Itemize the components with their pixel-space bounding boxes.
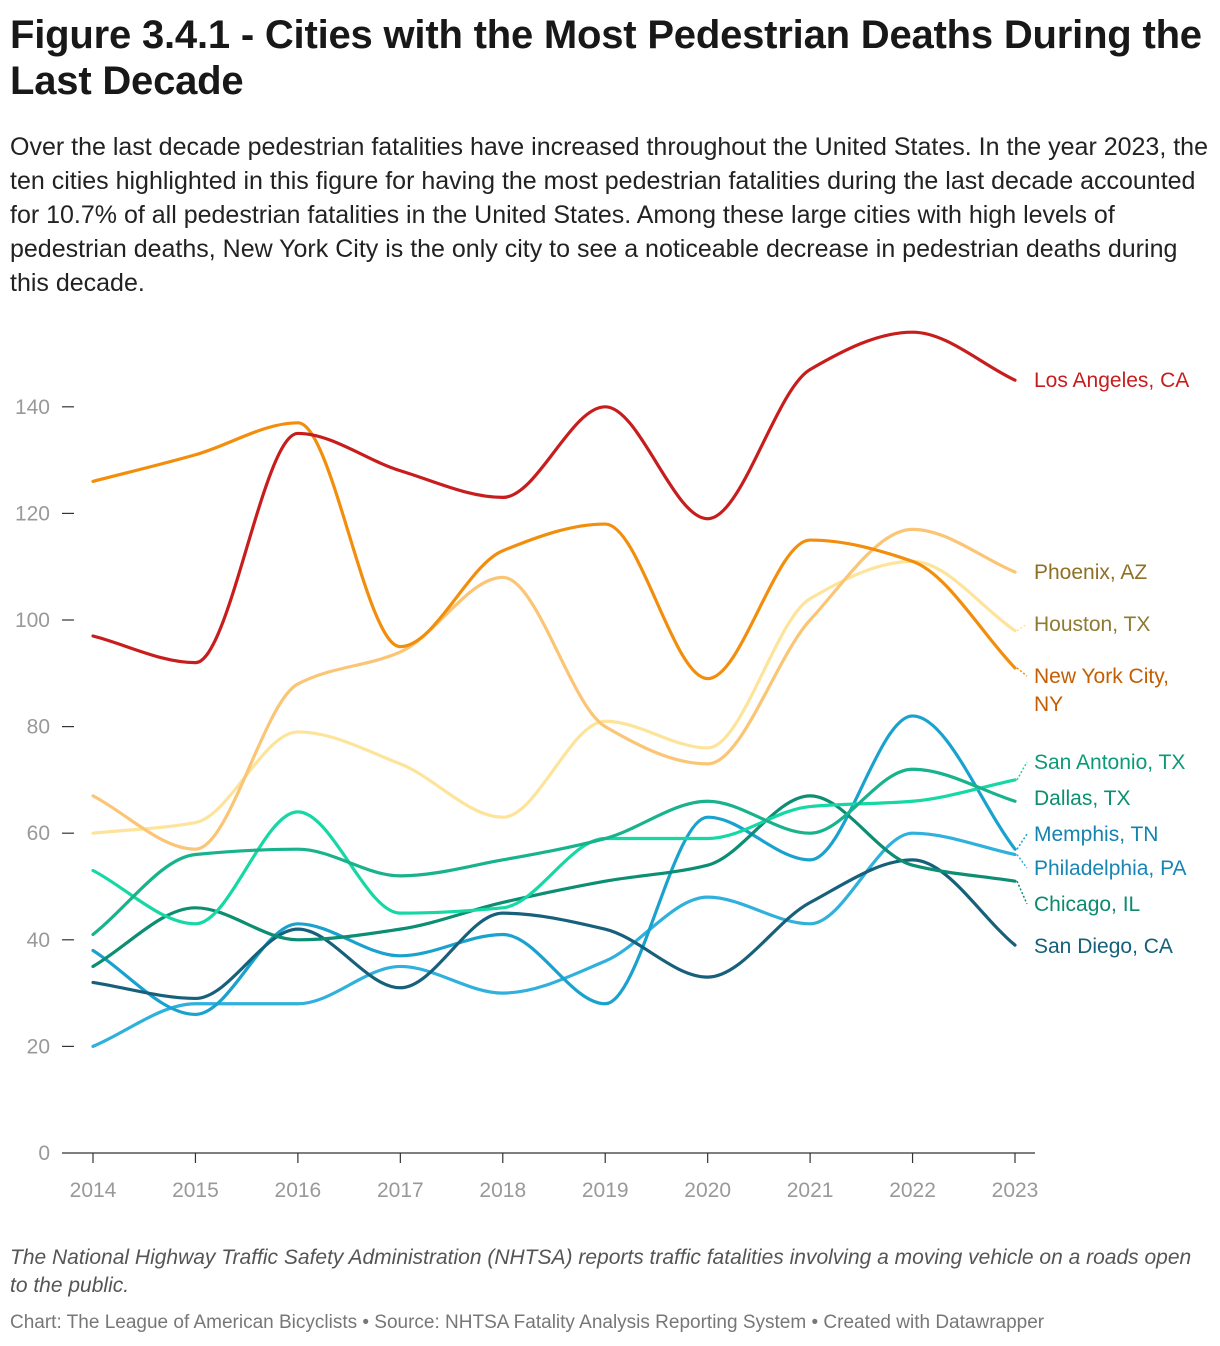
x-tick-label: 2022 — [889, 1179, 936, 1202]
x-tick-label: 2023 — [992, 1179, 1039, 1202]
label-connector — [1016, 854, 1028, 869]
series-label-line: Philadelphia, PA — [1034, 857, 1187, 880]
chart-title: Figure 3.4.1 - Cities with the Most Pede… — [10, 13, 1202, 103]
series-line-phoenix-az — [91, 527, 1017, 851]
series-label-phoenix-az: Phoenix, AZ — [1034, 561, 1147, 584]
y-tick-label: 80 — [27, 716, 50, 739]
series-line-houston-tx — [91, 559, 1017, 835]
series-line-san-diego-ca — [91, 858, 1017, 1001]
y-tick-label: 0 — [38, 1142, 50, 1165]
label-connector — [1016, 833, 1028, 850]
y-tick-label: 100 — [15, 609, 50, 632]
series-lines — [91, 330, 1017, 1048]
label-connector — [1016, 623, 1028, 632]
y-tick-label: 140 — [15, 396, 50, 419]
series-line-san-antonio-tx — [91, 778, 1017, 926]
series-label-line: Phoenix, AZ — [1034, 561, 1147, 584]
series-labels: Los Angeles, CA New York City, NY Phoenix, … — [1016, 369, 1189, 958]
series-label-chicago-il: Chicago, IL — [1034, 893, 1140, 916]
series-label-line: New York City, — [1034, 665, 1169, 688]
series-label-line: NY — [1034, 693, 1063, 716]
x-tick-label: 2016 — [275, 1179, 322, 1202]
x-tick-label: 2020 — [684, 1179, 731, 1202]
series-label-line: San Antonio, TX — [1034, 751, 1185, 774]
series-label-new-york-city-ny: New York City, NY — [1034, 665, 1169, 716]
series-label-houston-tx: Houston, TX — [1034, 613, 1150, 636]
series-label-dallas-tx: Dallas, TX — [1034, 787, 1130, 810]
x-tick-label: 2018 — [479, 1179, 526, 1202]
label-connector — [1016, 667, 1028, 677]
series-label-line: San Diego, CA — [1034, 935, 1173, 958]
chart-subtitle: Over the last decade pedestrian fataliti… — [10, 133, 1208, 297]
x-tick-label: 2014 — [70, 1179, 117, 1202]
series-line-philadelphia-pa — [91, 831, 1017, 1048]
chart-source: Chart: The League of American Bicyclists… — [10, 1312, 1045, 1333]
label-connector — [1016, 880, 1028, 905]
series-line-chicago-il — [91, 794, 1017, 969]
series-label-line: Los Angeles, CA — [1034, 369, 1189, 392]
series-line-dallas-tx — [91, 767, 1017, 937]
series-label-line: Chicago, IL — [1034, 893, 1140, 916]
x-tick-label: 2019 — [582, 1179, 629, 1202]
y-tick-label: 20 — [27, 1035, 50, 1058]
series-label-line: Houston, TX — [1034, 613, 1150, 636]
x-tick-label: 2015 — [172, 1179, 219, 1202]
series-line-memphis-tn — [91, 714, 1017, 1017]
series-label-memphis-tn: Memphis, TN — [1034, 823, 1158, 846]
series-label-philadelphia-pa: Philadelphia, PA — [1034, 857, 1187, 880]
y-tick-label: 40 — [27, 929, 50, 952]
series-label-san-antonio-tx: San Antonio, TX — [1034, 751, 1185, 774]
series-label-line: Memphis, TN — [1034, 823, 1158, 846]
x-axis: 2014 2015 2016 2017 2018 2019 2020 2021 2022 2023 — [62, 1152, 1039, 1202]
series-label-los-angeles-ca: Los Angeles, CA — [1034, 369, 1189, 392]
series-label-san-diego-ca: San Diego, CA — [1034, 935, 1173, 958]
chart-note: The National Highway Traffic Safety Admi… — [10, 1246, 1192, 1297]
series-line-new-york-city-ny — [91, 421, 1017, 681]
label-connector — [1016, 761, 1028, 781]
series-line-los-angeles-ca — [91, 330, 1017, 665]
y-tick-label: 60 — [27, 822, 50, 845]
x-tick-label: 2017 — [377, 1179, 424, 1202]
y-tick-label: 120 — [15, 502, 50, 525]
series-label-line: Dallas, TX — [1034, 787, 1130, 810]
y-axis: 0 20 40 60 80 100 120 140 — [15, 396, 74, 1165]
x-tick-label: 2021 — [787, 1179, 834, 1202]
